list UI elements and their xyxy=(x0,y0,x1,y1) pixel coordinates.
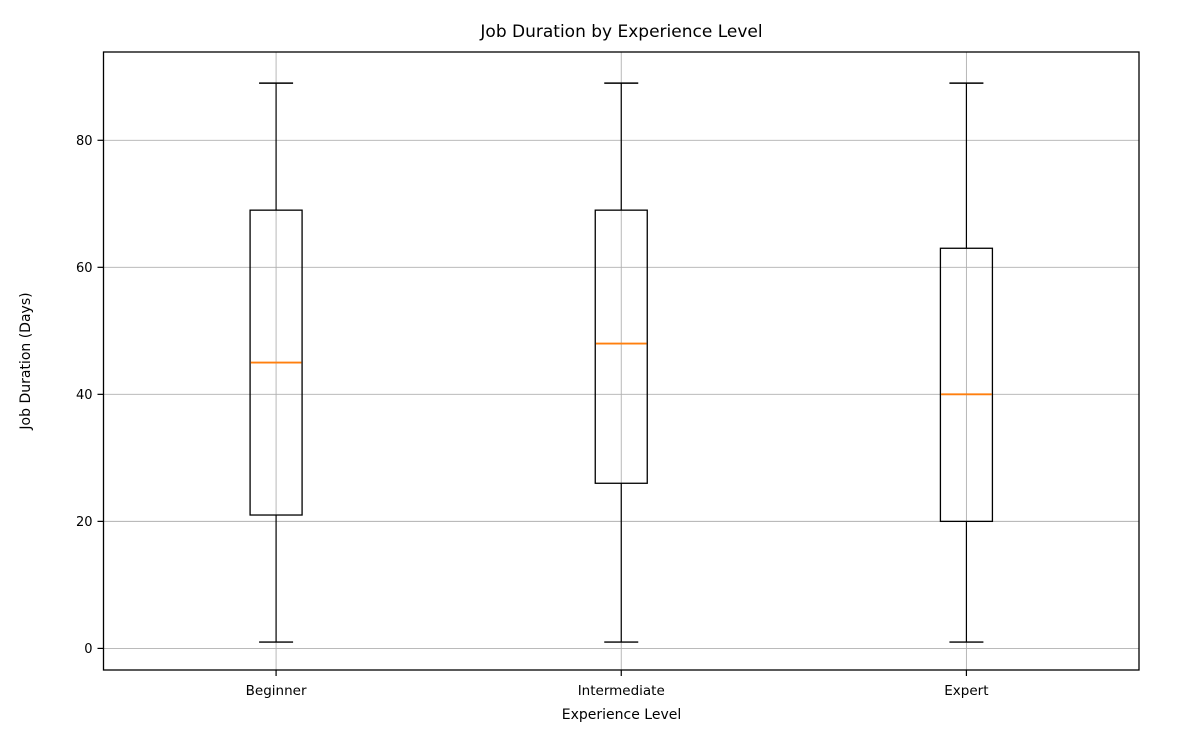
chart-title: Job Duration by Experience Level xyxy=(480,22,763,42)
xtick-label-expert: Expert xyxy=(944,683,988,699)
ytick-label-0: 0 xyxy=(84,642,92,657)
y-axis-label: Job Duration (Days) xyxy=(18,292,34,430)
box-expert xyxy=(939,247,994,523)
xtick-label-intermediate: Intermediate xyxy=(578,683,665,699)
ytick-label-60: 60 xyxy=(76,261,93,276)
ytick-label-40: 40 xyxy=(76,388,93,403)
x-axis-label: Experience Level xyxy=(561,707,682,723)
box-intermediate xyxy=(594,209,648,484)
box-beginner xyxy=(249,209,303,516)
xtick-label-beginner: Beginner xyxy=(246,683,307,699)
ytick-label-20: 20 xyxy=(76,515,93,530)
ytick-label-80: 80 xyxy=(76,134,93,149)
